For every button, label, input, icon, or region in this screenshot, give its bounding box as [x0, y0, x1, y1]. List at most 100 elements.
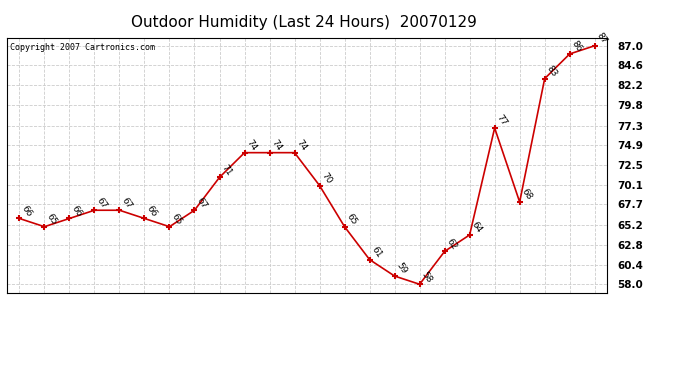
Text: :: : — [492, 333, 497, 342]
Text: Copyright 2007 Cartronics.com: Copyright 2007 Cartronics.com — [10, 43, 155, 52]
Text: 0: 0 — [192, 347, 197, 356]
Text: 0: 0 — [141, 347, 147, 356]
Text: :: : — [92, 333, 97, 342]
Text: 0: 0 — [467, 361, 473, 370]
Text: :: : — [367, 333, 373, 342]
Text: 0: 0 — [292, 347, 297, 356]
Text: 2: 2 — [567, 319, 573, 328]
Text: 0: 0 — [392, 361, 397, 370]
Text: 0: 0 — [542, 347, 547, 356]
Text: :: : — [117, 333, 122, 342]
Text: :: : — [542, 333, 547, 342]
Text: 0: 0 — [517, 319, 522, 328]
Text: 83: 83 — [544, 64, 559, 79]
Text: 7: 7 — [442, 319, 447, 328]
Text: 0: 0 — [117, 347, 122, 356]
Text: :: : — [567, 333, 573, 342]
Text: 0: 0 — [67, 305, 72, 314]
Text: 0: 0 — [17, 319, 22, 328]
Text: 67: 67 — [195, 196, 208, 210]
Text: 0: 0 — [117, 361, 122, 370]
Text: 1: 1 — [492, 305, 497, 314]
Text: 62: 62 — [444, 237, 459, 251]
Text: 0: 0 — [467, 347, 473, 356]
Text: 0: 0 — [17, 305, 22, 314]
Text: 0: 0 — [17, 361, 22, 370]
Text: 7: 7 — [192, 319, 197, 328]
Text: 66: 66 — [144, 204, 159, 219]
Text: 4: 4 — [367, 319, 373, 328]
Text: 0: 0 — [141, 305, 147, 314]
Text: 67: 67 — [119, 196, 133, 210]
Text: 70: 70 — [319, 171, 333, 186]
Text: 0: 0 — [442, 347, 447, 356]
Text: 74: 74 — [244, 138, 259, 153]
Text: 0: 0 — [267, 361, 273, 370]
Text: 0: 0 — [92, 361, 97, 370]
Text: 0: 0 — [517, 361, 522, 370]
Text: 0: 0 — [342, 347, 347, 356]
Text: :: : — [141, 333, 147, 342]
Text: :: : — [417, 333, 422, 342]
Text: 1: 1 — [367, 305, 373, 314]
Text: 74: 74 — [295, 138, 308, 153]
Text: 2: 2 — [542, 305, 547, 314]
Text: 6: 6 — [417, 319, 422, 328]
Text: 9: 9 — [241, 319, 247, 328]
Text: 3: 3 — [92, 319, 97, 328]
Text: 0: 0 — [167, 347, 172, 356]
Text: 5: 5 — [141, 319, 147, 328]
Text: :: : — [192, 333, 197, 342]
Text: 0: 0 — [41, 305, 47, 314]
Text: 0: 0 — [592, 361, 598, 370]
Text: 1: 1 — [392, 305, 397, 314]
Text: 0: 0 — [117, 305, 122, 314]
Text: 4: 4 — [117, 319, 122, 328]
Text: 87: 87 — [595, 31, 609, 46]
Text: 2: 2 — [567, 305, 573, 314]
Text: 0: 0 — [267, 347, 273, 356]
Text: 0: 0 — [267, 319, 273, 328]
Text: :: : — [167, 333, 172, 342]
Text: :: : — [467, 333, 473, 342]
Text: 0: 0 — [567, 347, 573, 356]
Text: 1: 1 — [41, 319, 47, 328]
Text: 0: 0 — [241, 347, 247, 356]
Text: 1: 1 — [292, 319, 297, 328]
Text: :: : — [41, 333, 47, 342]
Text: 0: 0 — [542, 361, 547, 370]
Text: 0: 0 — [217, 361, 222, 370]
Text: 0: 0 — [392, 347, 397, 356]
Text: 0: 0 — [317, 347, 322, 356]
Text: 0: 0 — [192, 361, 197, 370]
Text: 0: 0 — [67, 347, 72, 356]
Text: 1: 1 — [467, 305, 473, 314]
Text: 0: 0 — [567, 361, 573, 370]
Text: 0: 0 — [192, 305, 197, 314]
Text: 0: 0 — [417, 361, 422, 370]
Text: 74: 74 — [270, 138, 284, 153]
Text: 1: 1 — [292, 305, 297, 314]
Text: 0: 0 — [92, 305, 97, 314]
Text: :: : — [67, 333, 72, 342]
Text: :: : — [17, 333, 22, 342]
Text: 0: 0 — [241, 361, 247, 370]
Text: 0: 0 — [367, 347, 373, 356]
Text: 0: 0 — [292, 361, 297, 370]
Text: 0: 0 — [241, 305, 247, 314]
Text: 1: 1 — [317, 305, 322, 314]
Text: 0: 0 — [67, 361, 72, 370]
Text: :: : — [317, 333, 322, 342]
Text: 2: 2 — [317, 319, 322, 328]
Text: :: : — [267, 333, 273, 342]
Text: 71: 71 — [219, 163, 233, 177]
Text: :: : — [217, 333, 222, 342]
Text: 8: 8 — [217, 319, 222, 328]
Text: 0: 0 — [592, 347, 598, 356]
Text: 6: 6 — [167, 319, 172, 328]
Text: 0: 0 — [92, 347, 97, 356]
Text: 0: 0 — [217, 305, 222, 314]
Text: :: : — [292, 333, 297, 342]
Text: 2: 2 — [592, 305, 598, 314]
Text: Outdoor Humidity (Last 24 Hours)  20070129: Outdoor Humidity (Last 24 Hours) 2007012… — [130, 15, 477, 30]
